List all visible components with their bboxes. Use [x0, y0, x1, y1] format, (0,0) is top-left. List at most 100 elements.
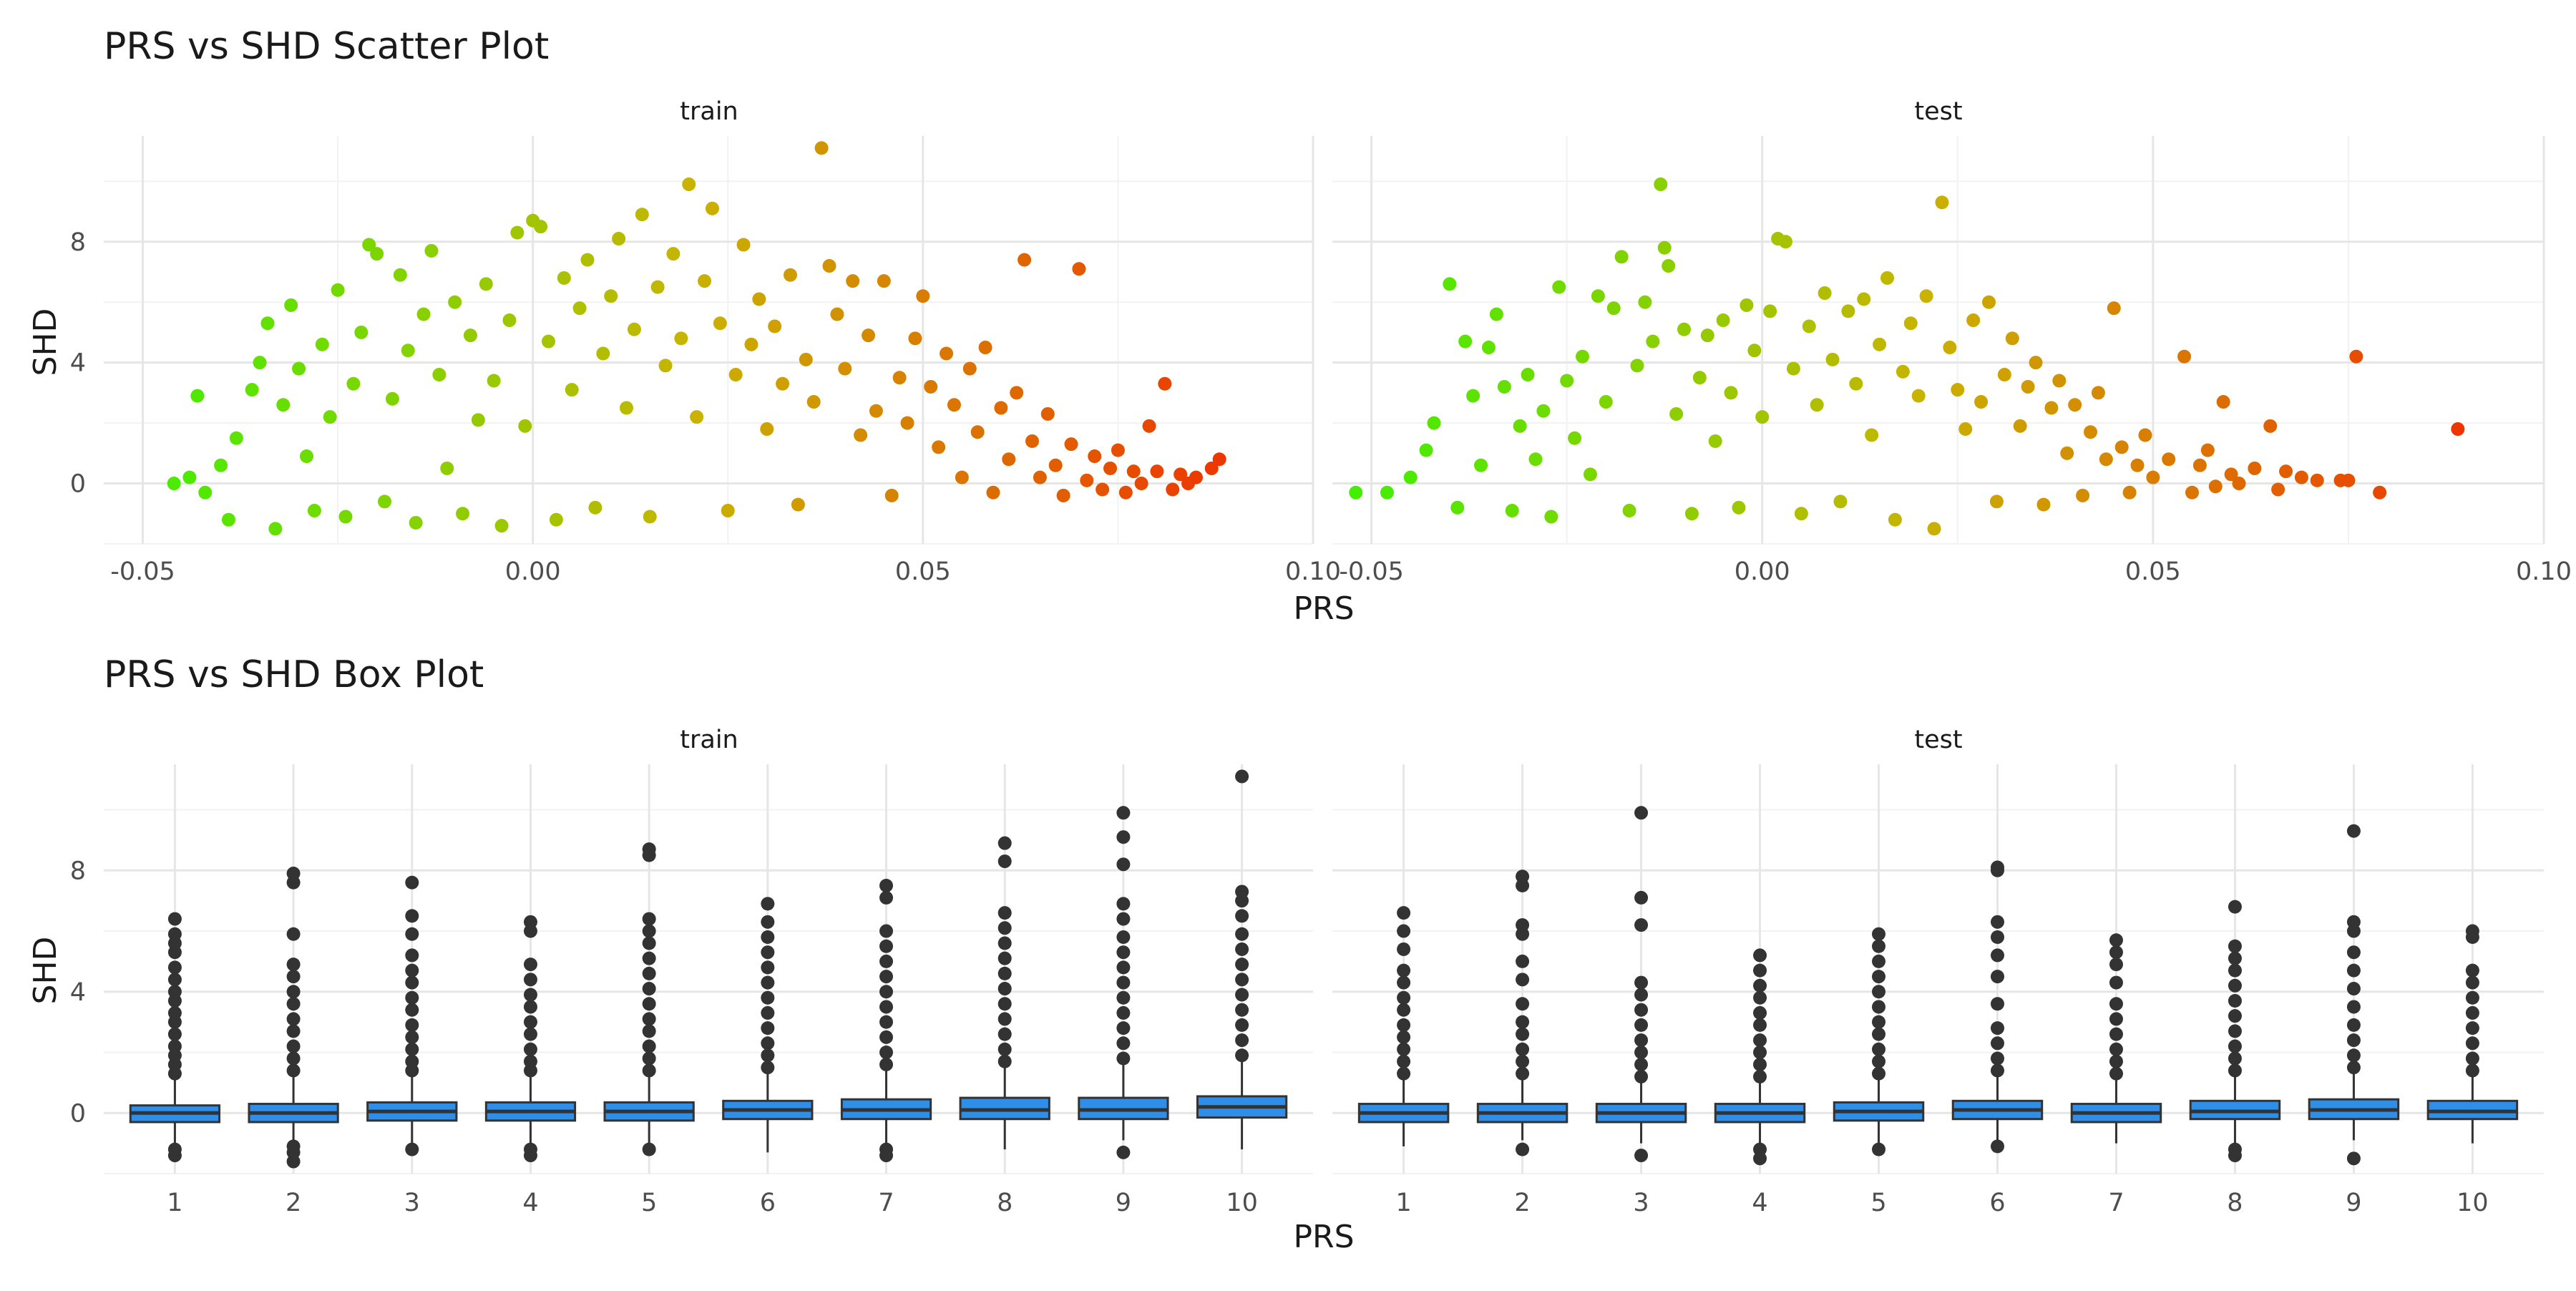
box-outlier: [167, 912, 182, 926]
scatter-point: [806, 395, 821, 409]
scatter-point: [1943, 341, 1957, 355]
scatter-point: [1450, 500, 1465, 515]
scatter-point: [1911, 389, 1926, 403]
scatter-point: [1755, 410, 1770, 424]
box-outlier: [523, 1042, 537, 1056]
scatter-point: [2200, 443, 2215, 457]
scatter-point: [604, 289, 618, 303]
box-outlier: [2346, 945, 2361, 960]
box-outlier: [1990, 1051, 2004, 1066]
scatter-point: [721, 504, 735, 518]
box-outlier: [1990, 970, 2004, 984]
scatter-point: [2341, 473, 2356, 487]
x-tick-label: 0.00: [505, 557, 561, 586]
scatter-point: [596, 346, 610, 361]
box-outlier: [2346, 1000, 2361, 1014]
scatter-point: [1521, 368, 1535, 382]
box-outlier: [1753, 963, 1767, 978]
scatter-point: [854, 428, 868, 442]
box-outlier: [167, 1005, 182, 1020]
scatter-point: [1103, 461, 1118, 475]
x-tick-label: 3: [404, 1189, 420, 1217]
box-outlier: [1397, 906, 1411, 920]
box-outlier: [2346, 915, 2361, 929]
box-outlier: [997, 906, 1012, 920]
scatter-point: [2224, 467, 2238, 482]
scatter-point: [2146, 470, 2160, 484]
scatter-point: [1552, 280, 1566, 294]
x-tick-label: 9: [1116, 1189, 1131, 1217]
scatter-point: [549, 512, 563, 527]
scatter-point: [1989, 495, 2004, 509]
box-outlier: [167, 927, 182, 941]
scatter-point: [292, 361, 306, 376]
box-outlier: [761, 945, 775, 960]
scatter-point: [947, 398, 961, 412]
scatter-point: [932, 440, 946, 454]
scatter-point: [698, 274, 712, 288]
scatter-point: [479, 277, 493, 291]
scatter-point: [2310, 473, 2324, 487]
box-outlier: [642, 912, 656, 926]
scatter-point: [260, 316, 275, 331]
scatter-point: [2248, 461, 2262, 475]
box-outlier: [286, 1024, 301, 1038]
scatter-point: [1158, 376, 1172, 391]
scatter-point: [892, 371, 907, 385]
x-tick-label: 2: [286, 1189, 301, 1217]
x-tick-label: 2: [1514, 1189, 1530, 1217]
box-outlier: [405, 909, 419, 923]
scatter-point: [393, 268, 407, 282]
box-outlier: [2346, 982, 2361, 996]
scatter-point: [323, 410, 337, 424]
box-outlier: [1990, 915, 2004, 929]
scatter-point: [1700, 328, 1714, 343]
box-outlier: [286, 1063, 301, 1078]
box-outlier: [1634, 988, 1649, 1002]
scatter-point: [2162, 452, 2176, 467]
box-outlier: [1990, 1139, 2004, 1154]
box-outlier: [879, 924, 894, 938]
box-outlier: [167, 973, 182, 987]
scatter-point: [1818, 286, 1832, 301]
scatter-point: [2294, 470, 2308, 484]
box-y-axis-label: SHD: [27, 937, 64, 1005]
box-outlier: [761, 1021, 775, 1036]
box-outlier: [2465, 963, 2479, 978]
box-outlier: [2465, 924, 2479, 938]
scatter-point: [1927, 522, 1941, 536]
box-outlier: [1397, 1018, 1411, 1032]
box-outlier: [2109, 945, 2123, 960]
box-outlier: [405, 1030, 419, 1044]
box-outlier: [1235, 942, 1249, 956]
x-tick-label: 0.05: [2125, 557, 2181, 586]
box-outlier: [1116, 1021, 1131, 1036]
scatter-point: [2451, 422, 2465, 437]
box-outlier: [2228, 1009, 2242, 1023]
scatter-point: [1692, 371, 1707, 385]
scatter-point: [1802, 319, 1816, 333]
box-outlier: [879, 1149, 894, 1163]
x-tick-label: 4: [522, 1189, 538, 1217]
box-outlier: [1116, 897, 1131, 911]
box-outlier: [1634, 806, 1649, 820]
box-outlier: [523, 973, 537, 987]
box-outlier: [1397, 1066, 1411, 1081]
scatter-point: [456, 507, 470, 521]
scatter-point: [370, 247, 384, 261]
scatter-point: [424, 243, 439, 258]
box-outlier: [523, 1054, 537, 1068]
scatter-point: [2177, 349, 2192, 364]
scatter-point: [494, 519, 509, 533]
box-outlier: [2346, 963, 2361, 978]
box-outlier: [286, 970, 301, 984]
box-outlier: [997, 966, 1012, 980]
scatter-point: [1072, 262, 1086, 276]
box-outlier: [2465, 1051, 2479, 1066]
x-tick-label: 4: [1752, 1189, 1767, 1217]
box-outlier: [1516, 1042, 1530, 1056]
box-outlier: [523, 958, 537, 972]
scatter-point: [1810, 398, 1824, 412]
scatter-point: [572, 301, 587, 316]
box-outlier: [997, 836, 1012, 850]
